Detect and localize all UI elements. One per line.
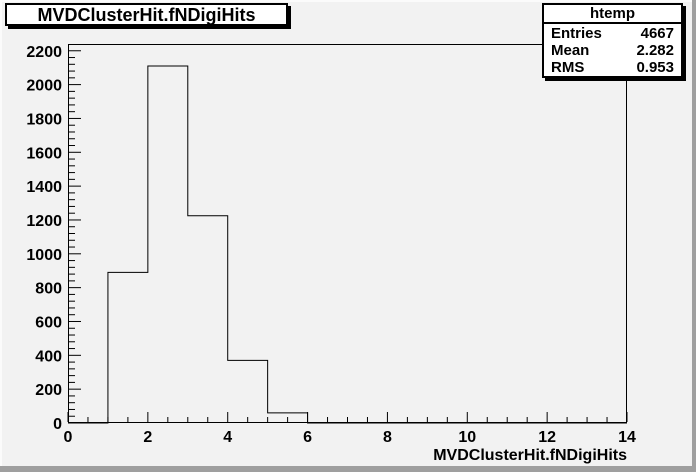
stats-title: htemp [544, 5, 681, 24]
histogram-title: MVDClusterHit.fNDigiHits [37, 4, 256, 25]
y-tick-label: 1200 [26, 213, 62, 230]
y-tick-label: 0 [53, 416, 62, 433]
stats-row-rms: RMS 0.953 [544, 59, 681, 76]
y-tick-label: 1800 [26, 111, 62, 128]
x-axis-title: MVDClusterHit.fNDigiHits [433, 447, 627, 464]
stats-label: RMS [551, 59, 585, 76]
window-edge-left [0, 0, 2, 472]
y-axis: 0 200 400 600 800 1000 1200 1400 1600 1800 2000 220… [26, 44, 81, 433]
window-edge-bottom [0, 466, 696, 472]
x-tick-label: 6 [303, 429, 312, 446]
y-tick-label: 1600 [26, 145, 62, 162]
stats-value: 4667 [640, 25, 674, 42]
stats-value: 2.282 [636, 42, 674, 59]
histogram-step-line [68, 65, 627, 424]
stats-box[interactable]: htemp Entries 4667 Mean 2.282 RMS 0.953 [542, 3, 683, 78]
x-tick-label: 4 [223, 429, 232, 446]
stats-value: 0.953 [636, 59, 674, 76]
x-tick-label: 14 [618, 429, 636, 446]
y-tick-label: 1000 [26, 247, 62, 264]
y-tick-label: 200 [35, 382, 62, 399]
y-tick-label: 400 [35, 348, 62, 365]
y-tick-label: 800 [35, 281, 62, 298]
histogram-title-box[interactable]: MVDClusterHit.fNDigiHits [5, 3, 288, 26]
y-tick-label: 2000 [26, 78, 62, 95]
window-edge-top [0, 0, 696, 2]
stats-label: Mean [551, 42, 590, 59]
stats-row-entries: Entries 4667 [544, 25, 681, 42]
stats-row-mean: Mean 2.282 [544, 42, 681, 59]
x-tick-label: 10 [458, 429, 476, 446]
y-tick-label: 2200 [26, 44, 62, 61]
window-edge-right [692, 0, 696, 472]
x-tick-label: 8 [383, 429, 392, 446]
y-tick-label: 600 [35, 314, 62, 331]
stats-rows: Entries 4667 Mean 2.282 RMS 0.953 [544, 24, 681, 77]
x-tick-label: 0 [64, 429, 73, 446]
stats-label: Entries [551, 25, 602, 42]
y-tick-label: 1400 [26, 179, 62, 196]
plot-frame [68, 44, 627, 423]
x-tick-label: 2 [143, 429, 152, 446]
x-tick-label: 12 [538, 429, 556, 446]
